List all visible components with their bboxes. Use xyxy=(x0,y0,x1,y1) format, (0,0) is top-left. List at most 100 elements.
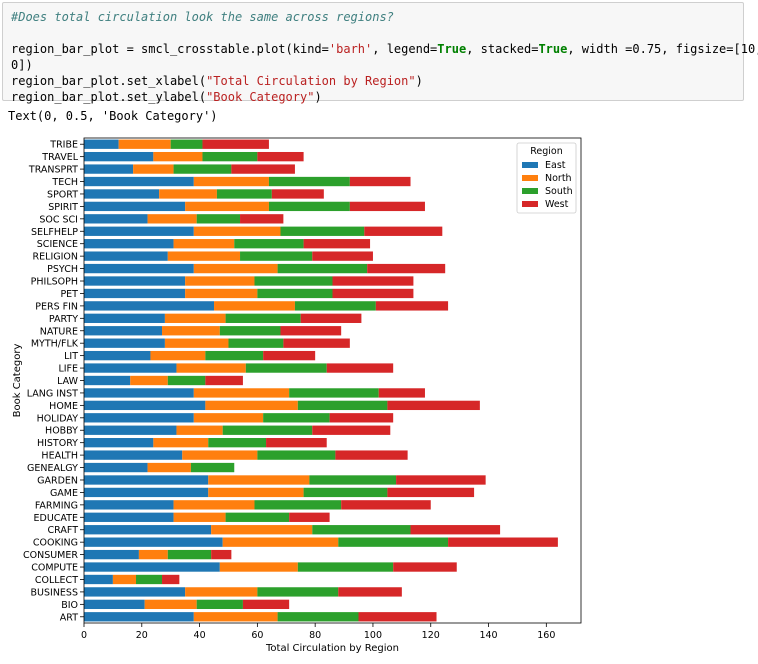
bar-segment xyxy=(84,438,154,448)
bar-segment xyxy=(136,574,163,585)
bar-segment xyxy=(208,475,310,485)
bar-segment xyxy=(130,375,168,386)
bar-segment xyxy=(332,276,414,286)
bar-segment xyxy=(234,239,304,249)
y-tick-label: TRIBE xyxy=(49,140,78,151)
y-tick-label: SPIRIT xyxy=(48,202,78,213)
bar-segment xyxy=(84,363,177,373)
bar-segment xyxy=(240,214,284,224)
y-tick-label: BUSINESS xyxy=(31,587,78,598)
bar-segment xyxy=(138,549,168,560)
code-token: ) xyxy=(314,90,322,104)
code-line: region_bar_plot.set_xlabel("Total Circul… xyxy=(11,73,741,89)
bar-segment xyxy=(159,189,217,199)
x-tick-label: 160 xyxy=(537,630,555,641)
code-token: , stacked= xyxy=(466,42,539,56)
bar-segment xyxy=(84,176,194,187)
bar-segment xyxy=(338,537,449,547)
bar-segment xyxy=(263,350,316,361)
bar-segment xyxy=(277,263,368,274)
bar-segment xyxy=(364,226,443,236)
y-tick-label: HISTORY xyxy=(37,438,78,449)
bar-segment xyxy=(387,400,480,411)
bar-segment xyxy=(84,537,223,547)
bar-segment xyxy=(147,462,191,473)
bar-segment xyxy=(84,612,194,622)
bar-segment xyxy=(289,512,330,522)
bar-segment xyxy=(254,500,342,510)
bar-segment xyxy=(84,375,131,386)
bar-segment xyxy=(309,475,397,485)
bar-segment xyxy=(410,525,501,535)
bar-segment xyxy=(208,487,304,498)
y-tick-label: PHILSOPH xyxy=(31,277,78,288)
code-editor[interactable]: #Does total circulation look the same ac… xyxy=(11,9,758,105)
code-line: #Does total circulation look the same ac… xyxy=(11,9,741,25)
y-tick-label: SOC SCI xyxy=(39,214,78,225)
code-cell[interactable]: #Does total circulation look the same ac… xyxy=(2,2,758,104)
x-tick-label: 0 xyxy=(81,630,87,641)
bar-segment xyxy=(231,164,295,174)
legend-box xyxy=(516,142,577,214)
bar-segment xyxy=(162,574,180,585)
bar-segment xyxy=(222,537,339,547)
bar-segment xyxy=(211,525,313,535)
legend-swatch xyxy=(522,201,538,207)
code-token: #Does total circulation look the same ac… xyxy=(11,10,394,24)
bar-segment xyxy=(190,462,235,473)
code-token: region_bar_plot = smcl_crosstable.plot(k… xyxy=(11,42,329,56)
code-token: , legend= xyxy=(372,42,438,56)
y-tick-label: CRAFT xyxy=(48,525,79,536)
bar-segment xyxy=(84,201,186,212)
bar-segment xyxy=(216,189,272,199)
code-token: True xyxy=(437,42,467,56)
bar-segment xyxy=(303,487,388,498)
bar-segment xyxy=(84,251,168,261)
bar-segment xyxy=(84,525,212,535)
y-tick-label: NATURE xyxy=(40,326,78,337)
bar-segment xyxy=(84,425,177,435)
bar-segment xyxy=(312,525,411,535)
bar-segment xyxy=(358,612,437,622)
bar-segment xyxy=(84,226,194,236)
y-tick-label: SPORT xyxy=(47,189,78,200)
bar-segment xyxy=(245,363,327,373)
code-token: , width =0.75, figsize=[10,1 xyxy=(567,42,758,56)
bar-segment xyxy=(144,599,197,610)
code-token: 'barh' xyxy=(328,42,373,56)
y-tick-label: BIO xyxy=(61,600,78,611)
bar-segment xyxy=(257,288,333,299)
bar-segment xyxy=(84,151,154,162)
bar-segment xyxy=(303,239,371,249)
bar-segment xyxy=(84,549,139,560)
y-axis-label: Book Category xyxy=(12,344,23,418)
code-token: ) xyxy=(415,74,423,88)
bar-segment xyxy=(375,301,449,311)
bar-segment xyxy=(332,288,414,299)
bar-segment xyxy=(268,176,350,187)
bar-segment xyxy=(225,313,301,323)
bar-segment xyxy=(84,574,113,585)
y-tick-label: CONSUMER xyxy=(23,550,78,561)
bar-segment xyxy=(84,214,148,224)
bar-segment xyxy=(205,400,298,411)
x-tick-label: 20 xyxy=(136,630,148,641)
bar-segment xyxy=(257,587,339,597)
bar-segment xyxy=(211,549,232,560)
bar-segment xyxy=(162,326,220,336)
code-token: "Book Category" xyxy=(206,90,315,104)
plot-frame xyxy=(83,137,582,624)
bar-segment xyxy=(202,139,269,149)
bar-segment xyxy=(173,239,235,249)
bar-segment xyxy=(193,263,278,274)
bar-segment xyxy=(185,587,258,597)
bar-segment xyxy=(266,438,327,448)
bar-segment xyxy=(84,487,209,498)
bar-segment xyxy=(84,462,148,473)
bar-segment xyxy=(84,139,119,149)
x-tick-label: 60 xyxy=(251,630,263,641)
bar-segment xyxy=(164,338,229,348)
bar-segment xyxy=(84,475,209,485)
bar-segment xyxy=(196,599,243,610)
